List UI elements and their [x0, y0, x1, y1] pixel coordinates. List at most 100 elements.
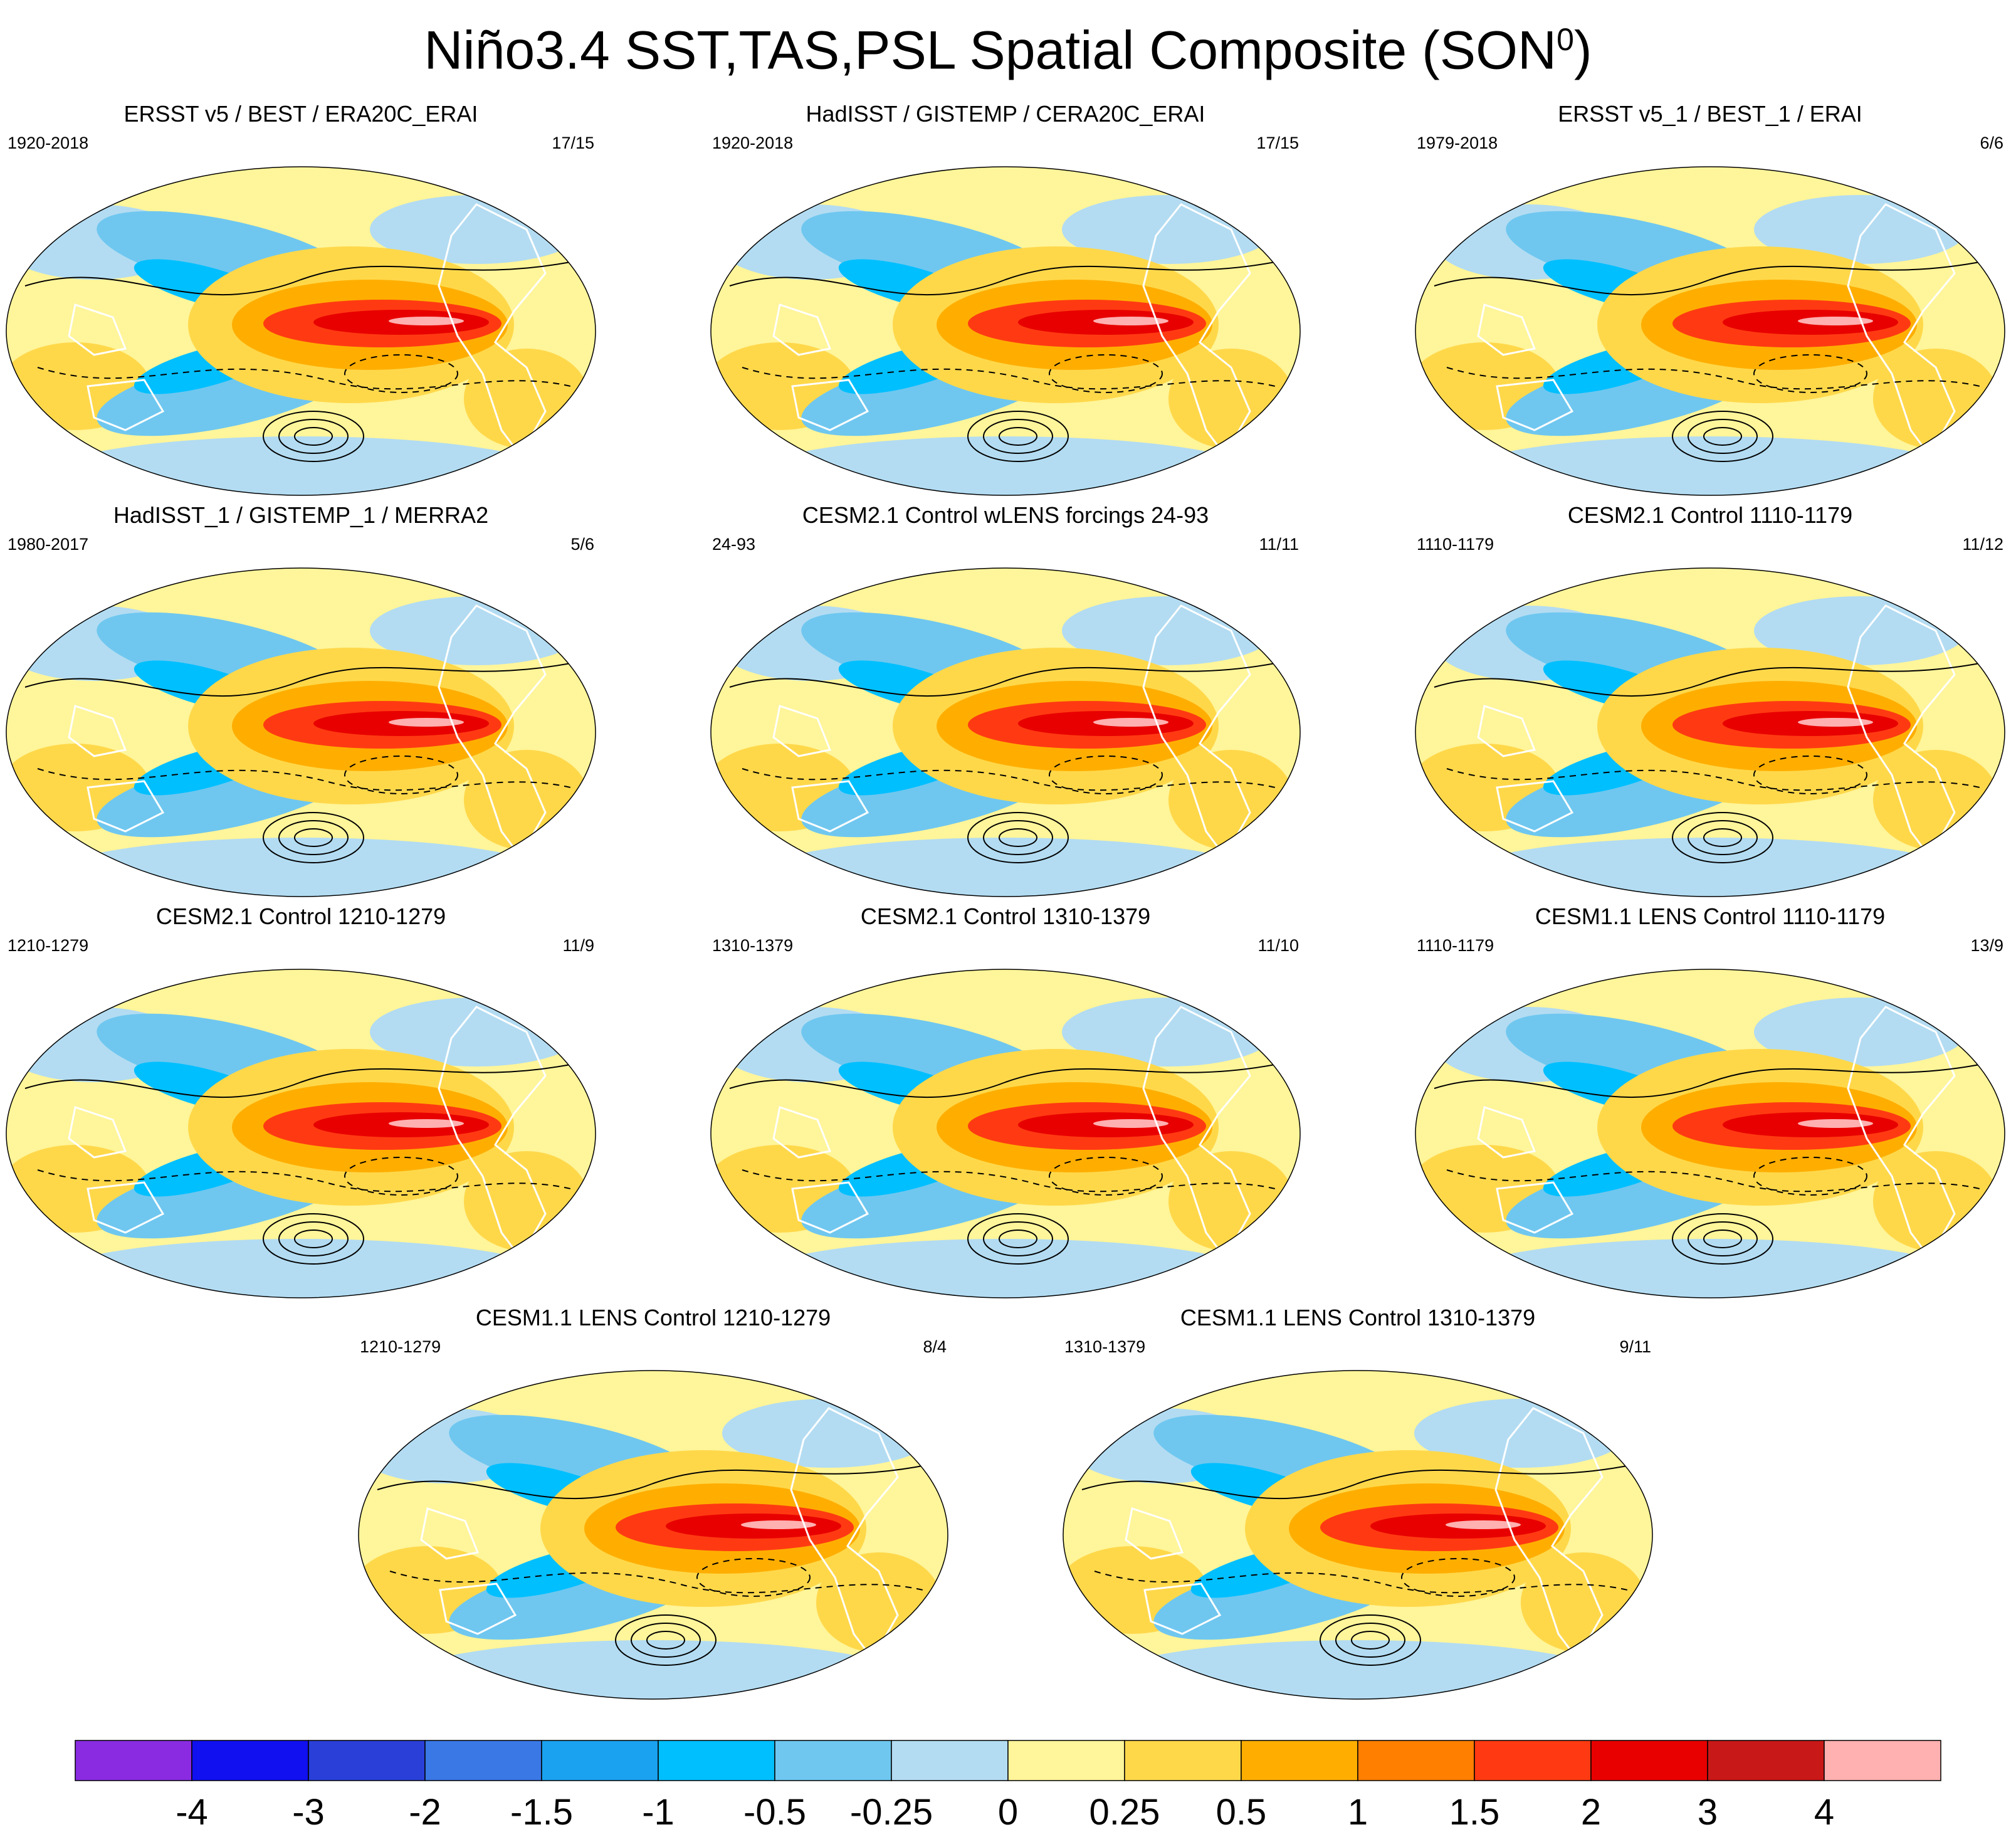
composite-panel: ERSST v5_1 / BEST_1 / ERAI 1979-2018 6/6 [1409, 100, 2011, 502]
australia-coastline [1143, 1582, 1222, 1635]
psl-contour-dashed [37, 768, 571, 791]
panel-period: 1310-1379 [712, 936, 794, 955]
panel-title: HadISST_1 / GISTEMP_1 / MERRA2 [113, 502, 489, 528]
maritime-continent-coastline [68, 303, 127, 356]
sst-composite-map [710, 567, 1301, 897]
psl-contour [1672, 411, 1773, 462]
sst-composite-map [6, 166, 596, 496]
psl-contour [631, 1623, 701, 1658]
maritime-continent-coastline [1477, 1106, 1536, 1159]
panel-period: 1110-1179 [1417, 936, 1494, 955]
panel-period: 1980-2017 [8, 535, 89, 554]
psl-contour [263, 1213, 364, 1265]
colorbar-tick-label: -1.5 [510, 1792, 573, 1832]
warm-tongue-maximum [1446, 1520, 1521, 1529]
psl-contour [729, 661, 1282, 697]
psl-contour [377, 1464, 930, 1500]
map-outline [1415, 567, 2005, 897]
psl-contour [263, 411, 364, 462]
psl-contour [294, 828, 333, 847]
psl-contour [983, 1221, 1053, 1256]
warm-tongue-maximum [389, 1119, 464, 1128]
psl-contour [1081, 1464, 1634, 1500]
map-outline [1063, 1370, 1653, 1700]
psl-contour [646, 1631, 685, 1650]
figure-title-main: Niño3.4 SST,TAS,PSL Spatial Composite (S… [424, 20, 1557, 81]
psl-contour [999, 427, 1037, 446]
colorbar-swatch [1707, 1740, 1825, 1781]
panel-title: ERSST v5_1 / BEST_1 / ERAI [1558, 101, 1862, 127]
colorbar-swatch [1824, 1740, 1941, 1781]
panel-title: CESM1.1 LENS Control 1110-1179 [1535, 903, 1886, 929]
figure-title-end: ) [1573, 20, 1592, 81]
composite-panel: CESM2.1 Control 1110-1179 1110-1179 11/12 [1409, 502, 2011, 903]
psl-contour [1703, 427, 1742, 446]
colorbar-tick-label: 1.5 [1449, 1792, 1500, 1832]
maritime-continent-coastline [772, 1106, 832, 1159]
psl-contour-dashed [37, 367, 571, 390]
psl-contour [24, 260, 577, 296]
colorbar-swatch [774, 1740, 892, 1781]
australia-coastline [791, 379, 869, 431]
australia-coastline [87, 780, 165, 833]
warm-tongue-maximum [1093, 317, 1168, 325]
colorbar-tick-label: 3 [1698, 1792, 1718, 1832]
psl-contour [729, 1063, 1282, 1098]
warm-tongue-maximum [389, 317, 464, 325]
psl-contour [1320, 1614, 1421, 1666]
panel-period: 1979-2018 [1417, 134, 1498, 152]
psl-contour [1703, 828, 1742, 847]
psl-contour [24, 1063, 577, 1098]
colorbar-tick-label: 0.5 [1216, 1792, 1267, 1832]
psl-contour [294, 427, 333, 446]
panel-event-count: 17/15 [1256, 134, 1299, 152]
psl-contour [615, 1614, 717, 1666]
psl-contour [278, 419, 349, 454]
sst-composite-map [1415, 969, 2005, 1298]
psl-contour-dashed [1049, 354, 1163, 393]
psl-contour-dashed [344, 755, 458, 794]
map-outline [710, 969, 1301, 1298]
psl-contour [1688, 1221, 1758, 1256]
map-outline [710, 567, 1301, 897]
psl-contour [1434, 1063, 1987, 1098]
psl-contour [1672, 812, 1773, 863]
psl-contour-dashed [1446, 768, 1980, 791]
psl-contour-dashed [1446, 367, 1980, 390]
psl-contour-dashed [1049, 755, 1163, 794]
psl-contour [1672, 1213, 1773, 1265]
psl-contour [1703, 1229, 1742, 1248]
panel-period: 1920-2018 [712, 134, 794, 152]
colorbar-swatch [1474, 1740, 1592, 1781]
psl-contour [1335, 1623, 1405, 1658]
psl-contour [999, 1229, 1037, 1248]
panel-event-count: 5/6 [570, 535, 594, 554]
sst-composite-map [710, 969, 1301, 1298]
colorbar-tick-label: 4 [1814, 1792, 1834, 1832]
panel-event-count: 11/12 [1962, 535, 2003, 554]
colorbar: -4 -3 -2 -1.5 -1 -0.5 -0.25 0 0.25 0.5 1 1.5 2 3 4 [75, 1740, 1941, 1832]
colorbar-swatch [1590, 1740, 1708, 1781]
map-outline [6, 166, 596, 496]
colorbar-tick-label: 2 [1581, 1792, 1601, 1832]
composite-panel: CESM1.1 LENS Control 1210-1279 1210-1279 8… [352, 1304, 954, 1705]
psl-contour-dashed [1094, 1571, 1628, 1594]
maritime-continent-coastline [1477, 705, 1536, 757]
colorbar-tick-label: 0 [998, 1792, 1018, 1832]
composite-panel: HadISST / GISTEMP / CERA20C_ERAI 1920-201… [705, 100, 1306, 502]
composite-panel: ERSST v5 / BEST / ERA20C_ERAI 1920-2018 17… [0, 100, 602, 502]
psl-contour-dashed [742, 768, 1276, 791]
sst-composite-map [358, 1370, 948, 1700]
panel-title: CESM2.1 Control wLENS forcings 24-93 [802, 502, 1209, 528]
panel-period: 1210-1279 [8, 936, 89, 955]
composite-panel: CESM1.1 LENS Control 1110-1179 1110-1179 1… [1409, 903, 2011, 1304]
psl-contour-dashed [389, 1571, 923, 1594]
warm-tongue-maximum [1093, 718, 1168, 727]
colorbar-swatch [1007, 1740, 1125, 1781]
colorbar-swatch [1241, 1740, 1358, 1781]
colorbar-tick-label: -1 [642, 1792, 675, 1832]
psl-contour-dashed [1753, 354, 1867, 393]
colorbar-tick-label: -3 [292, 1792, 325, 1832]
psl-contour-dashed [344, 1157, 458, 1196]
psl-contour-dashed [742, 1169, 1276, 1192]
